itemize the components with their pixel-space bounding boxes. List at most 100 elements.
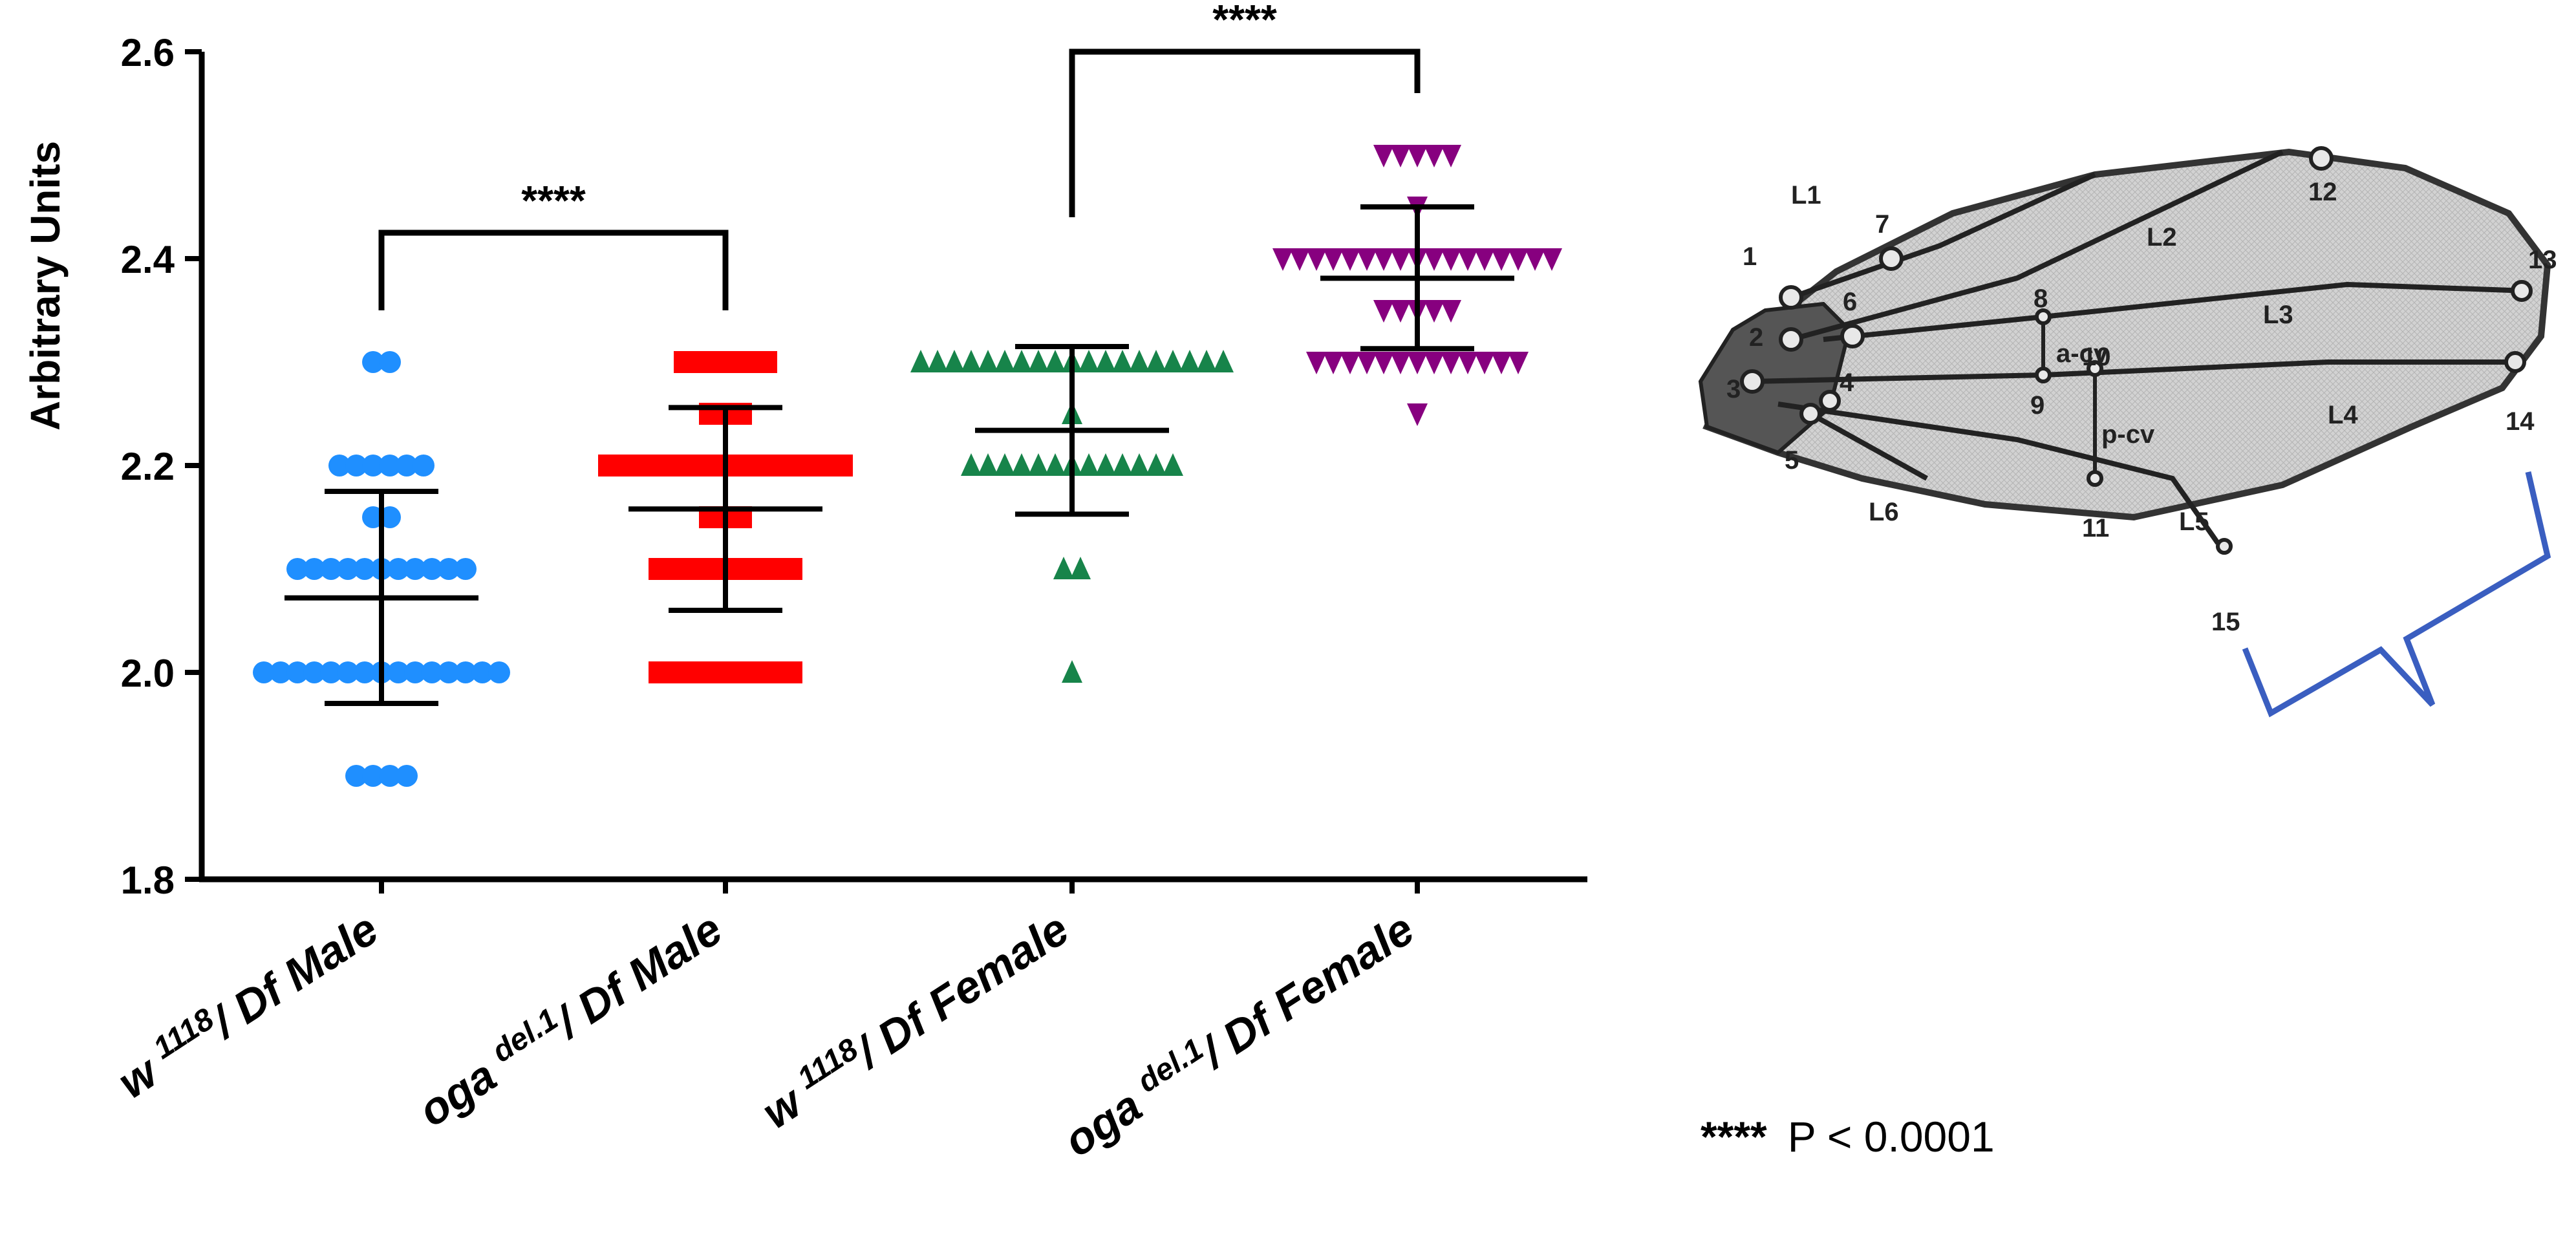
data-point — [404, 661, 426, 683]
data-point — [1424, 300, 1444, 323]
data-point — [1407, 145, 1428, 167]
data-point — [682, 455, 702, 477]
data-point — [978, 453, 998, 476]
wing-label: L2 — [2147, 223, 2177, 252]
data-point — [944, 350, 965, 372]
wing-label: L3 — [2263, 301, 2293, 329]
data-point — [1070, 557, 1091, 579]
data-point — [438, 661, 460, 683]
data-point — [1146, 453, 1166, 476]
p-value-stars: **** — [1701, 1113, 1767, 1161]
wing-diagram: L1 L2 L3 L4 L5 L6 a-cv p-cv 1 2 3 4 5 6 … — [1698, 146, 2557, 718]
data-point — [1079, 453, 1099, 476]
wing-label: p-cv — [2101, 420, 2155, 449]
data-point — [1011, 453, 1032, 476]
data-point — [1112, 453, 1133, 476]
wing-label: 9 — [2030, 391, 2045, 420]
data-point — [978, 350, 998, 372]
data-point — [699, 455, 718, 477]
data-point — [1095, 453, 1116, 476]
data-point — [253, 661, 275, 683]
significance-stars: **** — [1212, 0, 1277, 43]
data-point — [455, 661, 477, 683]
data-point — [783, 455, 802, 477]
data-point — [682, 558, 702, 580]
data-point — [1179, 350, 1200, 372]
data-point — [455, 558, 477, 580]
wing-label: 4 — [1840, 369, 1854, 397]
data-point — [1129, 453, 1150, 476]
data-point — [379, 765, 401, 787]
data-point — [649, 455, 668, 477]
data-point — [1163, 350, 1183, 372]
wing-label: L4 — [2328, 401, 2358, 429]
data-point — [1340, 248, 1360, 271]
wing-landmarks — [1740, 146, 2533, 555]
data-point — [362, 455, 384, 477]
wing-label: 8 — [2034, 284, 2048, 313]
data-point — [379, 455, 401, 477]
x-tick-label: oga del.1/ Df Male — [408, 901, 731, 1136]
data-point — [927, 350, 948, 372]
data-point — [733, 661, 752, 683]
data-point — [1390, 352, 1411, 374]
data-point — [766, 661, 786, 683]
p-value-text: P < 0.0001 — [1787, 1113, 1995, 1161]
data-point — [1407, 352, 1428, 374]
data-point — [320, 558, 342, 580]
data-point — [362, 351, 384, 373]
data-point — [1011, 350, 1032, 372]
data-point — [961, 350, 982, 372]
wing-label: 12 — [2308, 178, 2337, 206]
data-point — [1491, 248, 1512, 271]
data-point — [354, 558, 376, 580]
data-point — [362, 506, 384, 528]
data-point — [488, 661, 510, 683]
data-point — [1373, 145, 1394, 167]
data-point — [1424, 248, 1444, 271]
data-point — [1441, 145, 1461, 167]
data-point — [749, 455, 769, 477]
data-point — [1373, 248, 1394, 271]
wing-veins — [1752, 149, 2529, 545]
data-point — [286, 661, 308, 683]
data-point — [994, 453, 1015, 476]
data-points — [253, 145, 1562, 787]
data-point — [1357, 248, 1377, 271]
data-point — [1424, 352, 1444, 374]
data-point — [362, 765, 384, 787]
x-label-suffix: / Df Female — [846, 903, 1077, 1078]
x-tick-label: w 1118/ Df Female — [751, 901, 1077, 1139]
wing-label: 1 — [1743, 242, 1757, 271]
data-point — [1323, 248, 1344, 271]
data-point — [682, 661, 702, 683]
data-point — [1340, 352, 1360, 374]
data-point — [910, 350, 931, 372]
data-point — [817, 455, 836, 477]
data-point — [598, 455, 617, 477]
wing-label: 13 — [2528, 246, 2557, 274]
data-point — [749, 661, 769, 683]
wing-label: 14 — [2506, 407, 2535, 436]
data-point — [413, 455, 435, 477]
significance-bracket — [378, 230, 729, 310]
wing-label: 15 — [2211, 608, 2240, 636]
data-point — [320, 661, 342, 683]
p-value-note: **** P < 0.0001 — [1701, 1112, 1995, 1161]
region-brace-icon — [2242, 471, 2551, 718]
data-point — [1323, 352, 1344, 374]
y-tick-label: 2.4 — [121, 238, 175, 281]
data-point — [1373, 352, 1394, 374]
data-point — [699, 661, 718, 683]
data-point — [387, 661, 409, 683]
wing-label: 10 — [2082, 343, 2111, 371]
data-point — [632, 455, 651, 477]
data-point — [699, 558, 718, 580]
data-point — [396, 455, 418, 477]
data-point — [1146, 350, 1166, 372]
data-point — [328, 455, 350, 477]
data-point — [1373, 300, 1394, 323]
data-point — [354, 661, 376, 683]
data-point — [404, 558, 426, 580]
